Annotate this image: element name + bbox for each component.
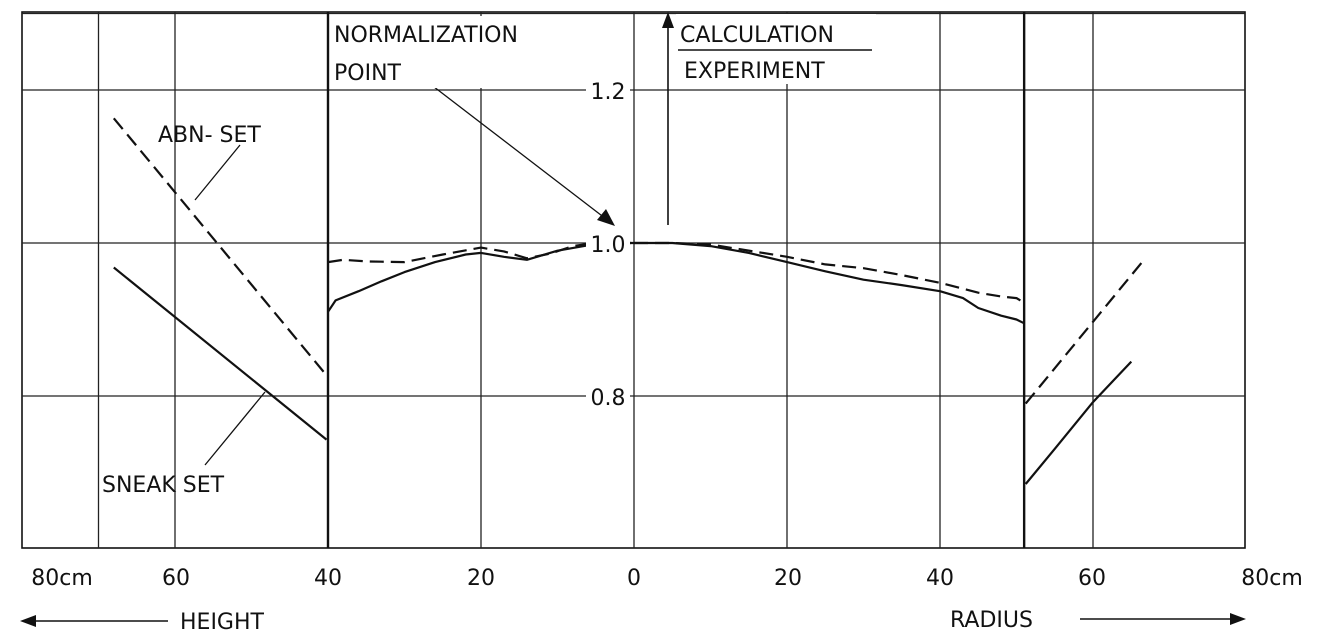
sneak-set-line-radius-outer — [1024, 360, 1133, 485]
sneak-set-line-height-core — [327, 241, 634, 313]
x-tick-label-center: 0 — [627, 566, 641, 591]
height-direction-arrowhead — [20, 615, 36, 627]
abn-set-line-radius-outer — [1024, 260, 1144, 405]
abn-set-line-radius-core — [634, 241, 1025, 304]
x-tick-label-radius: 20 — [774, 566, 802, 591]
ratio-label-denominator: EXPERIMENT — [684, 59, 825, 84]
sneak-set-line-height-outer — [113, 266, 328, 441]
y-tick-label: 1.0 — [591, 233, 626, 258]
x-tick-label-height: 60 — [162, 566, 190, 591]
plot-curves — [112, 117, 1144, 485]
abn-set-line-height-outer — [112, 117, 328, 377]
abn-set-label: ABN- SET — [158, 123, 261, 148]
sneak-set-label: SNEAK SET — [102, 473, 225, 498]
normalization-arrow-line — [424, 79, 611, 223]
normalization-label: NORMALIZATION — [334, 23, 518, 48]
x-tick-label-radius: 60 — [1078, 566, 1106, 591]
normalization-arrowhead — [597, 209, 615, 226]
sneak-set-leader — [204, 391, 266, 466]
x-tick-label-height: 80cm — [31, 566, 93, 591]
ratio-axis-arrowhead — [662, 12, 674, 28]
sneak-set-line-radius-core — [634, 241, 1025, 325]
ratio-label-numerator: CALCULATION — [680, 23, 834, 48]
x-tick-label-radius: 40 — [926, 566, 954, 591]
radius-axis-label: RADIUS — [950, 608, 1033, 633]
height-axis-label: HEIGHT — [180, 610, 265, 635]
x-tick-label-height: 20 — [467, 566, 495, 591]
abn-set-leader — [194, 144, 241, 201]
x-tick-label-radius: 80cm — [1241, 566, 1303, 591]
abn-set-line-height-core — [327, 241, 634, 264]
normalization-label: POINT — [334, 61, 402, 86]
grid — [21, 11, 1246, 549]
y-tick-label: 0.8 — [591, 386, 626, 411]
y-tick-label: 1.2 — [591, 80, 626, 105]
radius-direction-arrowhead — [1230, 613, 1246, 625]
x-tick-label-height: 40 — [314, 566, 342, 591]
